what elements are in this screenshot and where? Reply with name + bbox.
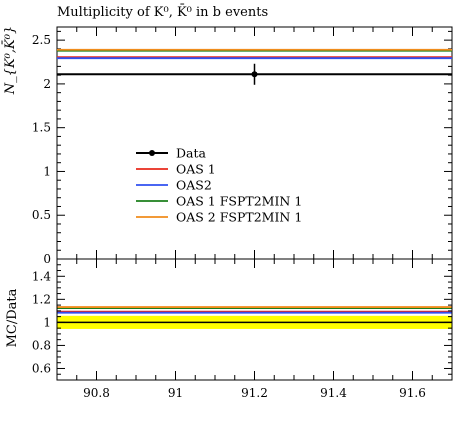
legend-label: OAS 2 FSPT2MIN 1	[176, 210, 302, 225]
main-panel: 0 0.5 1 1.5 2 2.5	[32, 26, 453, 266]
x-tick-label: 91.6	[399, 386, 426, 400]
ratio-y-tick-label: 0.8	[32, 338, 51, 352]
main-y-tick-label: 0.5	[32, 208, 51, 222]
data-point	[251, 71, 258, 78]
ratio-y-tick-label: 1.2	[32, 292, 51, 306]
x-tick-label: 90.8	[83, 386, 110, 400]
ratio-y-axis-label: MC/Data	[5, 288, 20, 347]
chart-title: Multiplicity of K⁰, K̄⁰ in b events	[57, 4, 268, 20]
legend-label: OAS 1 FSPT2MIN 1	[176, 194, 302, 209]
x-tick-label: 91.4	[320, 386, 347, 400]
legend-data-marker	[149, 150, 155, 156]
main-y-tick-label: 1.5	[32, 121, 51, 135]
main-y-tick-label: 2	[43, 77, 51, 91]
legend-label: OAS2	[176, 178, 212, 193]
main-y-axis-label: N_{K⁰,K̄⁰}	[2, 26, 18, 95]
legend-label: Data	[176, 146, 206, 161]
ratio-y-tick-label: 0.6	[32, 361, 51, 375]
x-tick-label: 91.2	[241, 386, 268, 400]
ratio-y-tick-label: 1.4	[32, 269, 51, 283]
main-y-tick-label: 2.5	[32, 33, 51, 47]
x-tick-label: 91	[168, 386, 183, 400]
main-y-tick-label: 1	[43, 164, 51, 178]
legend-label: OAS 1	[176, 162, 216, 177]
main-y-tick-label: 0	[43, 252, 51, 266]
ratio-panel: 0.6 0.8 1 1.2 1.4 90.8 91 91.2 91.4 91.6	[32, 258, 453, 400]
ratio-y-tick-label: 1	[43, 315, 51, 329]
